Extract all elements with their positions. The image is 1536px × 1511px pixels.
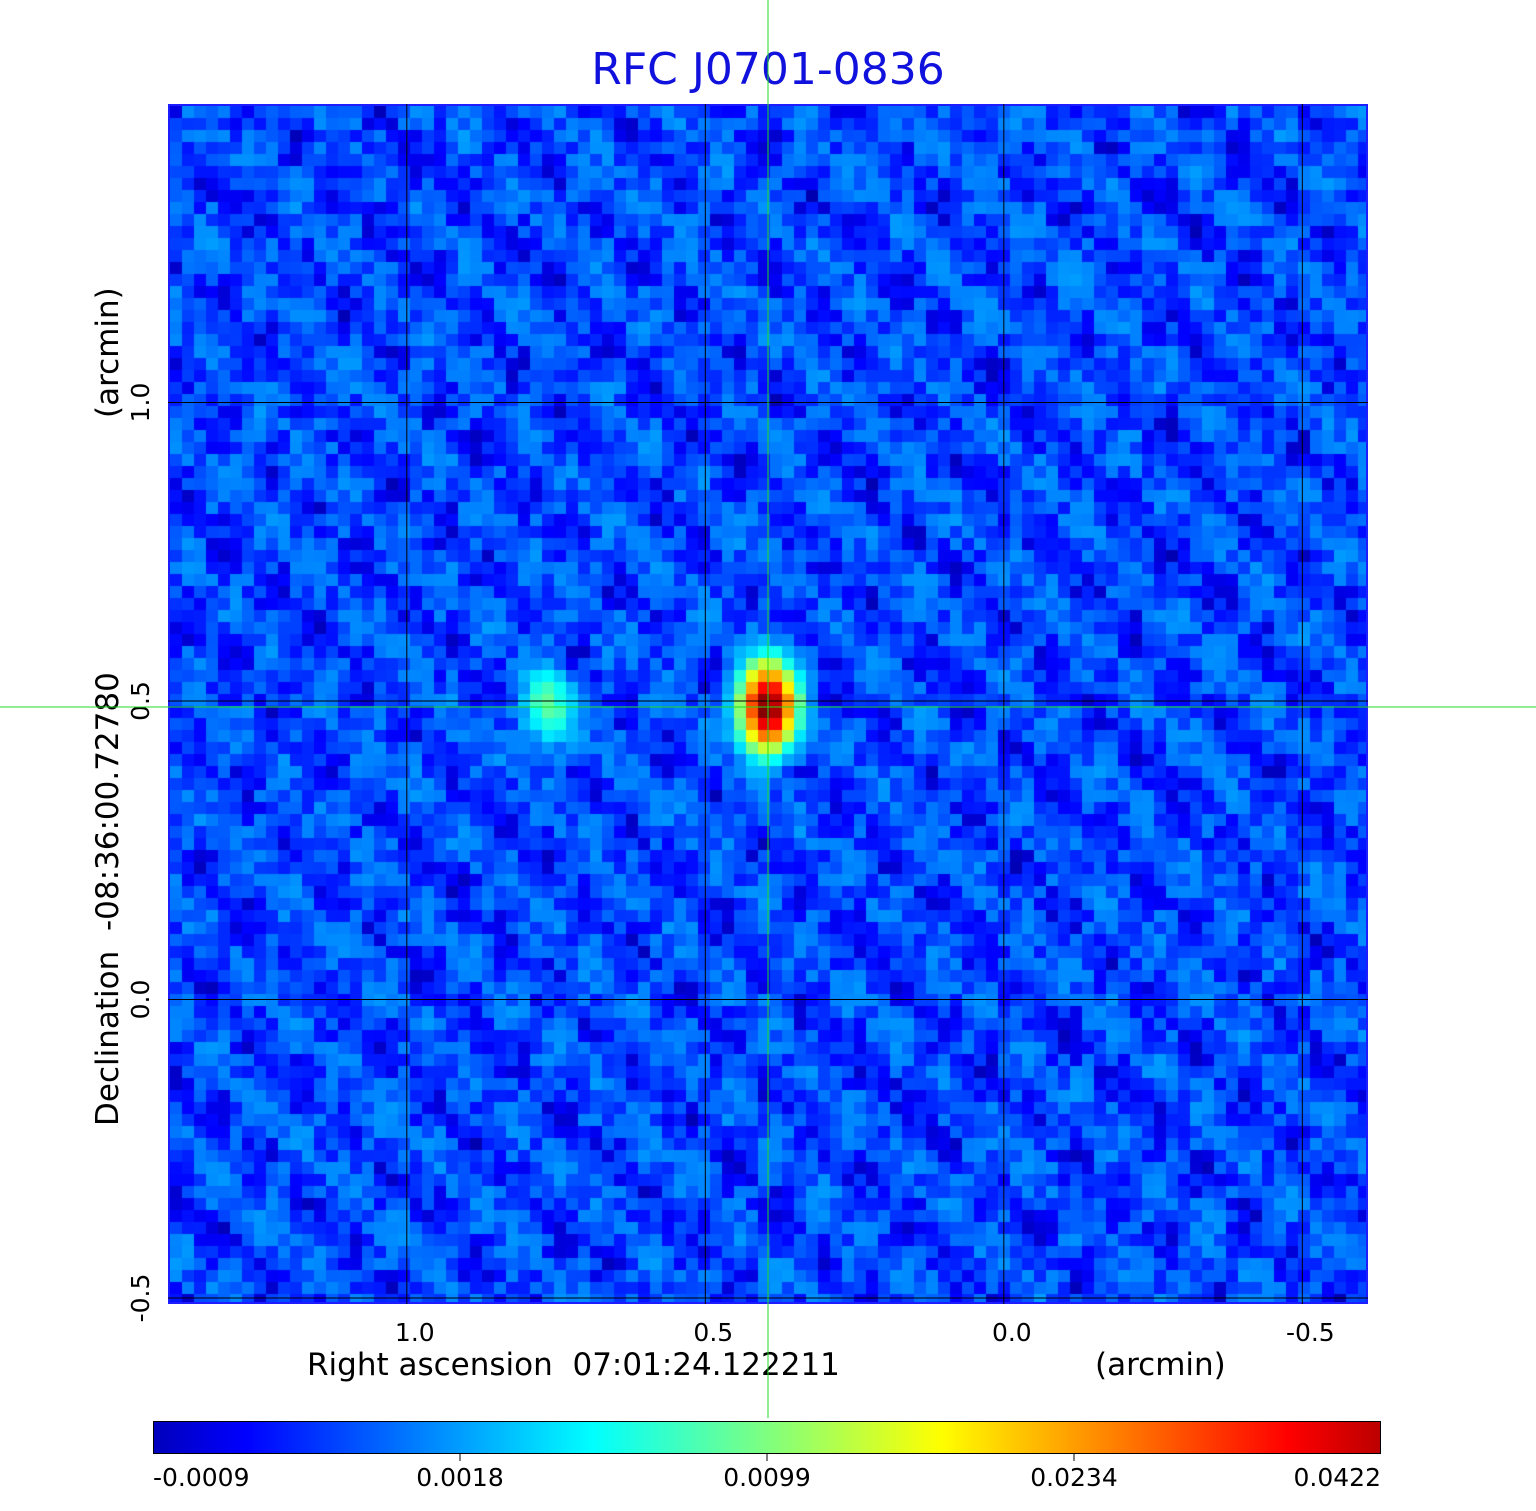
colorbar-tick-label-4: 0.0422 [1294,1463,1381,1492]
y-tick-label-2: 0.0 [126,980,155,1020]
colorbar-tick-labels: -0.0009 0.0018 0.0099 0.0234 0.0422 [153,1454,1381,1492]
colorbar-tick-label-0: -0.0009 [153,1463,250,1492]
y-tick-labels: 1.0 0.5 0.0 -0.5 [126,383,155,1323]
y-tick-label-3: -0.5 [126,1274,155,1323]
y-axis-label: Declination -08:36:00.72780 [90,672,126,1126]
y-axis-unit: (arcmin) [90,287,126,418]
colorbar-tick-label-3: 0.0234 [1030,1463,1117,1492]
colorbar-tick-label-2: 0.0099 [723,1463,810,1492]
x-tick-label-3: -0.5 [1286,1318,1335,1347]
x-tick-label-2: 0.0 [992,1318,1032,1347]
x-tick-label-0: 1.0 [395,1318,435,1347]
sky-image[interactable] [168,104,1368,1304]
x-axis-label: Right ascension 07:01:24.122211 [307,1347,840,1383]
x-axis-unit: (arcmin) [1095,1347,1226,1383]
intensity-map [170,106,1366,1302]
colorbar-tick-label-1: 0.0018 [416,1463,503,1492]
colorbar [153,1421,1381,1454]
y-tick-label-1: 0.5 [126,681,155,721]
chart-title: RFC J0701-0836 [591,44,945,95]
y-tick-label-0: 1.0 [126,383,155,423]
x-tick-labels: 1.0 0.5 0.0 -0.5 [395,1318,1335,1347]
x-tick-label-1: 0.5 [693,1318,733,1347]
